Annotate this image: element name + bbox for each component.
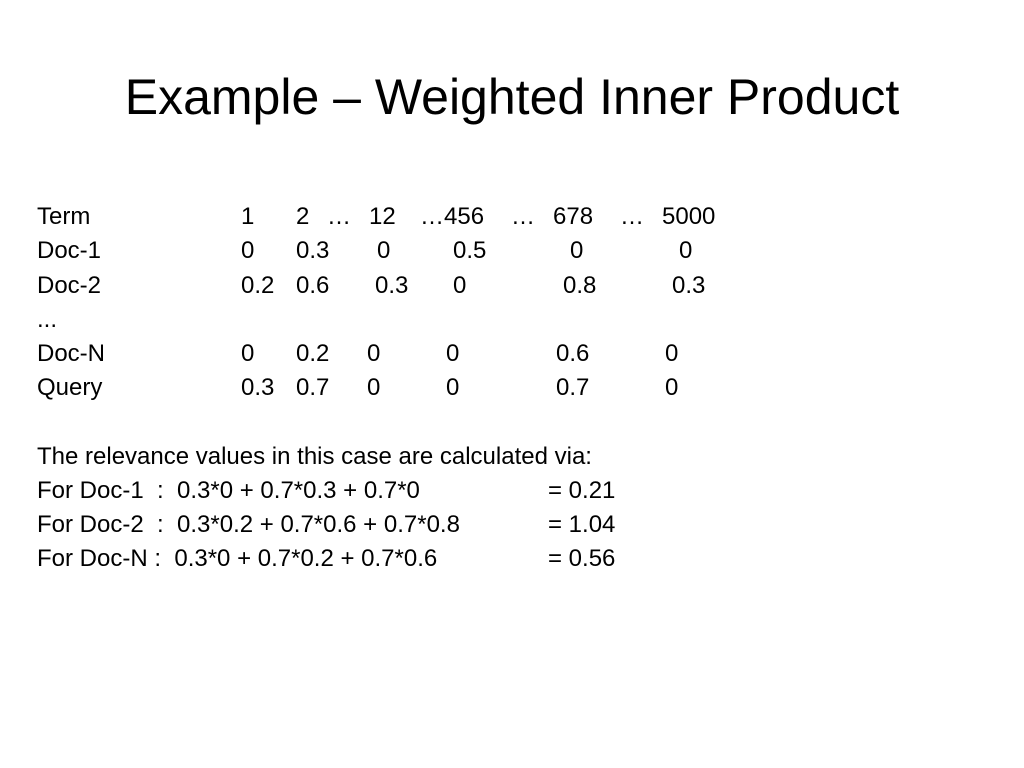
table-cell: 0 [241,340,255,367]
row-label: Doc-1 [37,237,102,264]
header-cell: 12 [369,203,396,230]
header-cell: … [620,203,644,230]
formula: For Doc-2 : 0.3*0.2 + 0.7*0.6 + 0.7*0.8 [37,511,460,538]
table-cell: 0.6 [296,272,330,299]
table-cell: 0 [446,340,460,367]
header-cell: 5000 [662,203,716,230]
result: = 0.56 [548,545,616,572]
table-cell: 0 [241,237,255,264]
header-cell: 2 [296,203,310,230]
table-cell: 0.2 [241,272,275,299]
table-cell: 0.7 [556,374,590,401]
table-cell: 0 [377,237,391,264]
table-cell: 0 [679,237,693,264]
header-label: Term [37,203,91,230]
table-cell: 0.5 [453,237,487,264]
table-cell: 0.6 [556,340,590,367]
table-cell: 0 [367,340,381,367]
table-cell: 0 [570,237,584,264]
table-cell: 0.3 [296,237,330,264]
header-cell: … [511,203,535,230]
table-cell: 0.3 [241,374,275,401]
table-cell: 0 [367,374,381,401]
header-cell: … [327,203,351,230]
result: = 1.04 [548,511,616,538]
header-cell: …456 [420,203,485,230]
row-label: Doc-2 [37,272,102,299]
table-cell: 0.3 [672,272,706,299]
table-cell: 0 [665,340,679,367]
table-cell: 0 [453,272,467,299]
table-cell: 0 [665,374,679,401]
table-cell: 0.8 [563,272,597,299]
table-cell: 0 [446,374,460,401]
formula: For Doc-1 : 0.3*0 + 0.7*0.3 + 0.7*0 [37,477,420,504]
explanation-intro: The relevance values in this case are ca… [37,443,592,470]
table-cell: 0.7 [296,374,330,401]
table-cell: 0.3 [375,272,409,299]
slide-title: Example – Weighted Inner Product [124,69,900,125]
result: = 0.21 [548,477,616,504]
header-cell: 1 [241,203,255,230]
header-cell: 678 [553,203,594,230]
formula: For Doc-N : 0.3*0 + 0.7*0.2 + 0.7*0.6 [37,545,438,572]
row-label: Doc-N [37,340,106,367]
row-label: Query [37,374,103,401]
table-cell: 0.2 [296,340,330,367]
row-label: ... [37,306,58,333]
